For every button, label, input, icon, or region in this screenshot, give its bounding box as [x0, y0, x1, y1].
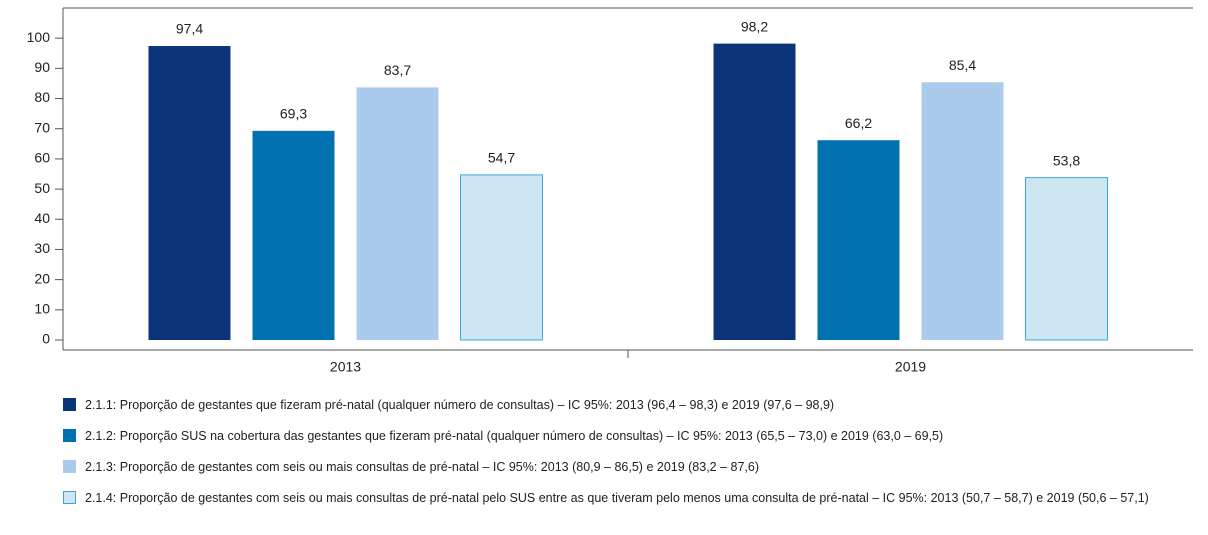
bar: [713, 43, 796, 341]
y-tick-label: 70: [34, 119, 50, 135]
legend: 2.1.1: Proporção de gestantes que fizera…: [63, 398, 1208, 522]
chart: 0 10 20 30 40 50 60 70 80 90 100 2013 97,4 69,3 83,7 54…: [27, 7, 1193, 375]
legend-label: 2.1.3: Proporção de gestantes com seis o…: [85, 460, 760, 474]
legend-swatch: [63, 460, 76, 473]
legend-swatch: [63, 429, 76, 442]
value-label: 66,2: [845, 115, 872, 131]
x-tick-label: 2019: [895, 359, 926, 375]
y-tick-label: 50: [34, 180, 50, 196]
y-tick-label: 90: [34, 59, 50, 75]
value-label: 97,4: [176, 21, 203, 37]
legend-label: 2.1.2: Proporção SUS na cobertura das ge…: [85, 429, 944, 443]
y-tick-label: 100: [27, 29, 51, 45]
legend-item: 2.1.2: Proporção SUS na cobertura das ge…: [63, 429, 1208, 443]
bar: [817, 140, 900, 340]
legend-item: 2.1.4: Proporção de gestantes com seis o…: [63, 491, 1208, 505]
y-tick-label: 60: [34, 150, 50, 166]
y-tick-label: 80: [34, 89, 50, 105]
bar: [148, 46, 231, 341]
y-tick-label: 10: [34, 301, 50, 317]
bar: [252, 130, 335, 340]
bar: [1025, 177, 1108, 341]
value-label: 54,7: [488, 150, 515, 166]
legend-swatch: [63, 398, 76, 411]
y-tick-label: 0: [42, 331, 50, 347]
legend-label: 2.1.1: Proporção de gestantes que fizera…: [85, 398, 835, 412]
value-label: 98,2: [741, 18, 768, 34]
bar: [356, 87, 439, 341]
bar: [921, 82, 1004, 340]
legend-swatch: [63, 491, 76, 504]
bar: [460, 174, 543, 341]
value-label: 85,4: [949, 57, 976, 73]
x-tick-label: 2013: [330, 359, 361, 375]
legend-label: 2.1.4: Proporção de gestantes com seis o…: [85, 491, 1149, 505]
legend-item: 2.1.3: Proporção de gestantes com seis o…: [63, 460, 1208, 474]
value-label: 53,8: [1053, 152, 1080, 168]
y-tick-label: 30: [34, 240, 50, 256]
value-label: 69,3: [280, 106, 307, 122]
y-tick-label: 20: [34, 270, 50, 286]
legend-item: 2.1.1: Proporção de gestantes que fizera…: [63, 398, 1208, 412]
value-label: 83,7: [384, 62, 411, 78]
y-tick-label: 40: [34, 210, 50, 226]
